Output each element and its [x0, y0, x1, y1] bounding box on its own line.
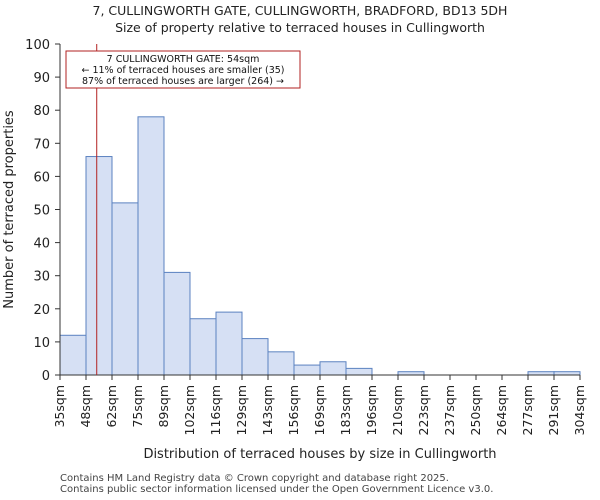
x-tick-label: 223sqm — [416, 385, 431, 435]
x-tick-label: 62sqm — [104, 385, 119, 428]
x-tick-label: 183sqm — [338, 385, 353, 435]
x-tick-label: 277sqm — [520, 385, 535, 435]
x-tick-label: 156sqm — [286, 385, 301, 435]
x-tick-label: 196sqm — [364, 385, 379, 435]
x-tick-label: 75sqm — [130, 385, 145, 428]
marker-group: 7 CULLINGWORTH GATE: 54sqm← 11% of terra… — [65, 44, 301, 375]
histogram-bar — [241, 338, 269, 376]
annotation-text-line: ← 11% of terraced houses are smaller (35… — [81, 65, 284, 76]
y-tick-label: 60 — [33, 170, 50, 185]
x-tick-label: 264sqm — [494, 385, 509, 435]
y-tick-label: 30 — [33, 270, 50, 285]
y-tick-label: 100 — [25, 38, 50, 53]
y-axis-label: Number of terraced properties — [2, 110, 17, 309]
y-tick-label: 20 — [33, 303, 50, 318]
histogram-bar — [215, 311, 243, 376]
x-tick-label: 250sqm — [468, 385, 483, 435]
bars-group — [59, 116, 581, 376]
y-tick-label: 70 — [33, 137, 50, 152]
annotation-text-line: 7 CULLINGWORTH GATE: 54sqm — [107, 54, 260, 65]
histogram-bar — [319, 361, 347, 376]
histogram-bar — [345, 367, 373, 376]
histogram-bar — [267, 351, 295, 376]
axes-group: 0 10 20 30 40 50 60 70 80 90 100 35sqm 48sqm 62sqm 75s… — [2, 38, 587, 462]
footer-copyright: Contains HM Land Registry data © Crown c… — [60, 473, 449, 484]
histogram-bar — [59, 334, 87, 376]
histogram-bar — [137, 116, 165, 376]
y-tick-label: 90 — [33, 71, 50, 86]
annotation-box — [65, 50, 301, 89]
x-tick-label: 143sqm — [260, 385, 275, 435]
histogram-bar — [163, 271, 191, 376]
x-tick-label: 291sqm — [546, 385, 561, 435]
x-tick-label: 116sqm — [208, 385, 223, 435]
x-tick-label: 102sqm — [182, 385, 197, 435]
histogram-bar — [189, 318, 217, 376]
chart-subtitle: Size of property relative to terraced ho… — [115, 20, 485, 35]
y-tick-label: 40 — [33, 237, 50, 252]
annotation-text-line: 87% of terraced houses are larger (264) … — [82, 76, 284, 87]
y-tick-label: 80 — [33, 104, 50, 119]
x-tick-label: 169sqm — [312, 385, 327, 435]
histogram-bar — [111, 202, 139, 376]
y-tick-label: 10 — [33, 336, 50, 351]
x-tick-label: 35sqm — [52, 385, 67, 428]
page-title: 7, CULLINGWORTH GATE, CULLINGWORTH, BRAD… — [92, 3, 508, 18]
x-axis-label: Distribution of terraced houses by size … — [143, 447, 496, 462]
x-tick-label: 237sqm — [442, 385, 457, 435]
y-tick-label: 50 — [33, 204, 50, 219]
histogram-bar — [85, 156, 113, 376]
footer-licence: Contains public sector information licen… — [60, 484, 494, 495]
x-tick-label: 129sqm — [234, 385, 249, 435]
x-tick-label: 304sqm — [572, 385, 587, 435]
y-tick-label: 0 — [42, 369, 50, 384]
x-tick-label: 210sqm — [390, 385, 405, 435]
histogram-bar — [293, 364, 321, 376]
x-tick-label: 89sqm — [156, 385, 171, 428]
x-tick-label: 48sqm — [78, 385, 93, 428]
